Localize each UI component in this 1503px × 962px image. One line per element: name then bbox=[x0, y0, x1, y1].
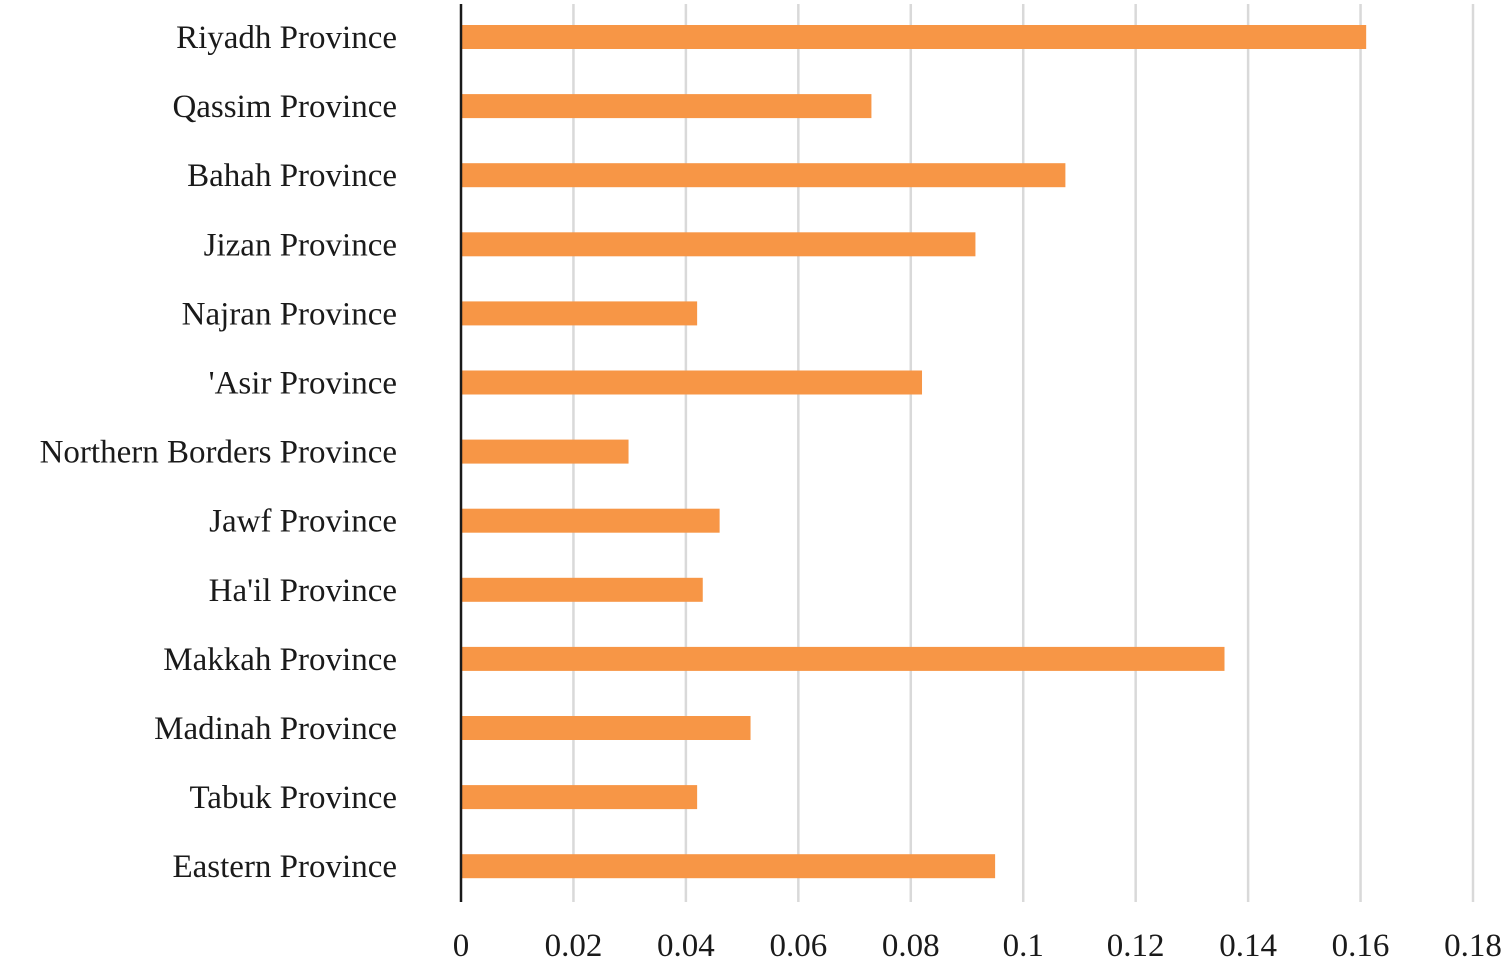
bar bbox=[461, 854, 996, 879]
x-tick-label: 0.18 bbox=[1444, 928, 1502, 962]
x-tick-label: 0.12 bbox=[1107, 928, 1165, 962]
x-tick-label: 0.14 bbox=[1219, 928, 1277, 962]
category-labels: Riyadh Province Qassim Province Bahah Prov… bbox=[40, 20, 397, 885]
bar bbox=[461, 577, 703, 602]
bar bbox=[461, 301, 698, 326]
x-tick-label: 0.1 bbox=[1003, 928, 1044, 962]
x-tick-labels: 0 0.02 0.04 0.06 0.08 0.1 0.12 0.14 0.16 0.18 bbox=[453, 928, 1502, 962]
category-label: Madinah Province bbox=[154, 711, 397, 747]
bar bbox=[461, 785, 698, 810]
category-label: Qassim Province bbox=[172, 89, 397, 125]
x-tick-label: 0.04 bbox=[657, 928, 715, 962]
gridlines bbox=[572, 4, 1475, 902]
category-label: Ha'il Province bbox=[209, 573, 397, 609]
bar bbox=[461, 232, 976, 257]
category-label: 'Asir Province bbox=[209, 366, 397, 402]
category-label: Northern Borders Province bbox=[40, 435, 397, 471]
x-tick-label: 0.16 bbox=[1332, 928, 1390, 962]
x-tick-label: 0.02 bbox=[545, 928, 603, 962]
bar bbox=[461, 163, 1066, 188]
category-label: Makkah Province bbox=[163, 642, 397, 678]
x-tick-label: 0.06 bbox=[769, 928, 827, 962]
category-label: Najran Province bbox=[182, 296, 397, 332]
bar bbox=[461, 646, 1225, 671]
x-tick-label: 0.08 bbox=[882, 928, 940, 962]
bar bbox=[461, 94, 872, 119]
bar bbox=[461, 508, 720, 533]
category-label: Bahah Province bbox=[187, 158, 397, 194]
category-label: Jawf Province bbox=[209, 504, 397, 540]
bar bbox=[461, 370, 923, 395]
category-label: Eastern Province bbox=[172, 849, 397, 885]
bar bbox=[461, 25, 1367, 49]
category-label: Tabuk Province bbox=[189, 780, 397, 816]
x-tick-label: 0 bbox=[453, 928, 470, 962]
bars bbox=[461, 25, 1367, 879]
bar bbox=[461, 439, 629, 464]
category-label: Riyadh Province bbox=[176, 20, 397, 56]
bar bbox=[461, 716, 751, 740]
category-label: Jizan Province bbox=[204, 227, 397, 263]
